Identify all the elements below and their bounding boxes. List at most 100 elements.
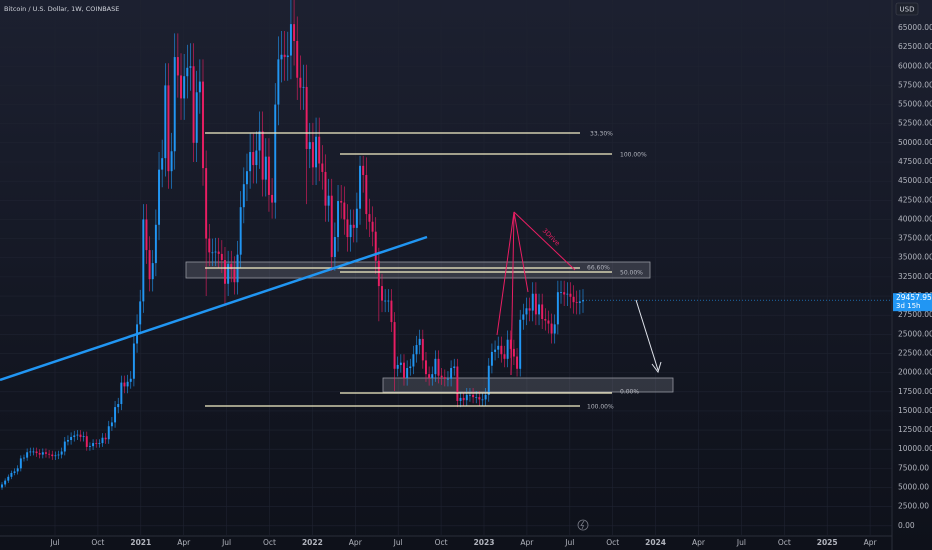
candle-body	[434, 358, 437, 375]
x-tick-label: Apr	[692, 538, 706, 547]
candle-body	[242, 184, 245, 208]
candle-body	[289, 24, 292, 56]
candle-body	[161, 158, 164, 170]
x-tick-label: Apr	[864, 538, 878, 547]
candle-body	[487, 365, 490, 395]
candle-body	[575, 302, 578, 303]
candle-body	[428, 374, 431, 378]
candle-body	[365, 175, 368, 215]
y-tick-label: 50000.00	[898, 138, 932, 147]
candle-body	[406, 368, 409, 378]
candle-body	[516, 356, 519, 369]
candle-body	[117, 404, 120, 408]
candle-body	[164, 85, 167, 159]
y-tick-label: 45000.00	[898, 176, 932, 185]
candle-body	[355, 208, 358, 228]
x-tick-label: Apr	[520, 538, 534, 547]
candle-body	[390, 300, 393, 323]
candle-body	[409, 366, 412, 369]
candle-body	[349, 224, 352, 238]
candle-body	[446, 378, 449, 380]
y-tick-label: 55000.00	[898, 100, 932, 109]
x-tick-label: Oct	[263, 538, 276, 547]
candle-body	[41, 452, 44, 455]
candle-body	[277, 59, 280, 105]
x-tick-label: Oct	[778, 538, 791, 547]
candle-body	[239, 207, 242, 255]
candle-body	[318, 136, 321, 164]
candle-body	[327, 195, 330, 206]
pattern-line	[510, 211, 515, 376]
candle-body	[255, 150, 258, 166]
candle-body	[70, 436, 73, 441]
trendline	[0, 235, 428, 382]
candle-body	[7, 476, 10, 481]
candle-body	[412, 354, 415, 367]
candle-body	[534, 293, 537, 315]
candle-body	[465, 394, 468, 401]
candle-body	[183, 76, 186, 99]
candle-body	[126, 381, 129, 387]
y-tick-label: 65000.00	[898, 23, 932, 32]
candle-body	[198, 81, 201, 93]
timezone-icon-glyph	[580, 520, 585, 530]
candle-body	[453, 366, 456, 369]
candle-body	[51, 454, 54, 457]
candle-body	[123, 382, 126, 387]
x-tick-label: Jul	[736, 538, 746, 547]
candle-body	[142, 219, 145, 302]
candle-body	[544, 319, 547, 321]
candle-body	[490, 351, 493, 366]
candle-body	[195, 92, 198, 143]
y-tick-label: 62500.00	[898, 42, 932, 51]
candle-body	[176, 57, 179, 76]
candle-body	[311, 142, 314, 168]
candle-body	[566, 293, 569, 295]
x-tick-label: 2023	[474, 538, 495, 547]
candle-body	[88, 446, 91, 447]
candle-body	[186, 67, 189, 77]
candle-body	[35, 451, 38, 454]
candle-body	[528, 308, 531, 311]
x-tick-label: Oct	[91, 538, 104, 547]
candle-body	[29, 451, 32, 453]
candle-body	[4, 480, 7, 485]
candle-body	[443, 377, 446, 379]
candle-body	[415, 345, 418, 355]
candle-body	[522, 314, 525, 320]
candle-body	[230, 263, 233, 270]
candle-body	[73, 435, 76, 437]
candle-body	[167, 85, 170, 172]
candle-body	[497, 345, 500, 350]
candle-body	[151, 263, 154, 280]
x-tick-label: 2021	[130, 538, 151, 547]
y-tick-label: 47500.00	[898, 157, 932, 166]
candle-body	[114, 407, 117, 423]
fib-label: 100.00%	[587, 404, 614, 411]
candle-body	[139, 301, 142, 325]
demand-zone	[382, 377, 674, 393]
candle-body	[227, 263, 230, 284]
y-tick-label: 37500.00	[898, 234, 932, 243]
candle-body	[16, 468, 19, 472]
candle-body	[472, 394, 475, 398]
candle-body	[79, 434, 82, 437]
y-tick-label: 25000.00	[898, 329, 932, 338]
candle-body	[352, 224, 355, 228]
candle-body	[148, 250, 151, 280]
candle-body	[362, 165, 365, 176]
candle-body	[1, 484, 3, 488]
candle-body	[107, 426, 110, 440]
candle-body	[359, 165, 361, 209]
currency-button[interactable]	[895, 2, 919, 16]
y-tick-label: 27500.00	[898, 310, 932, 319]
currency-label[interactable]: USD	[900, 6, 915, 14]
candle-body	[324, 171, 327, 206]
candle-body	[145, 219, 148, 251]
timezone-icon[interactable]	[577, 519, 589, 531]
candle-body	[512, 348, 515, 357]
y-tick-label: 12500.00	[898, 425, 932, 434]
x-tick-label: Jul	[393, 538, 403, 547]
candle-body	[308, 142, 311, 149]
